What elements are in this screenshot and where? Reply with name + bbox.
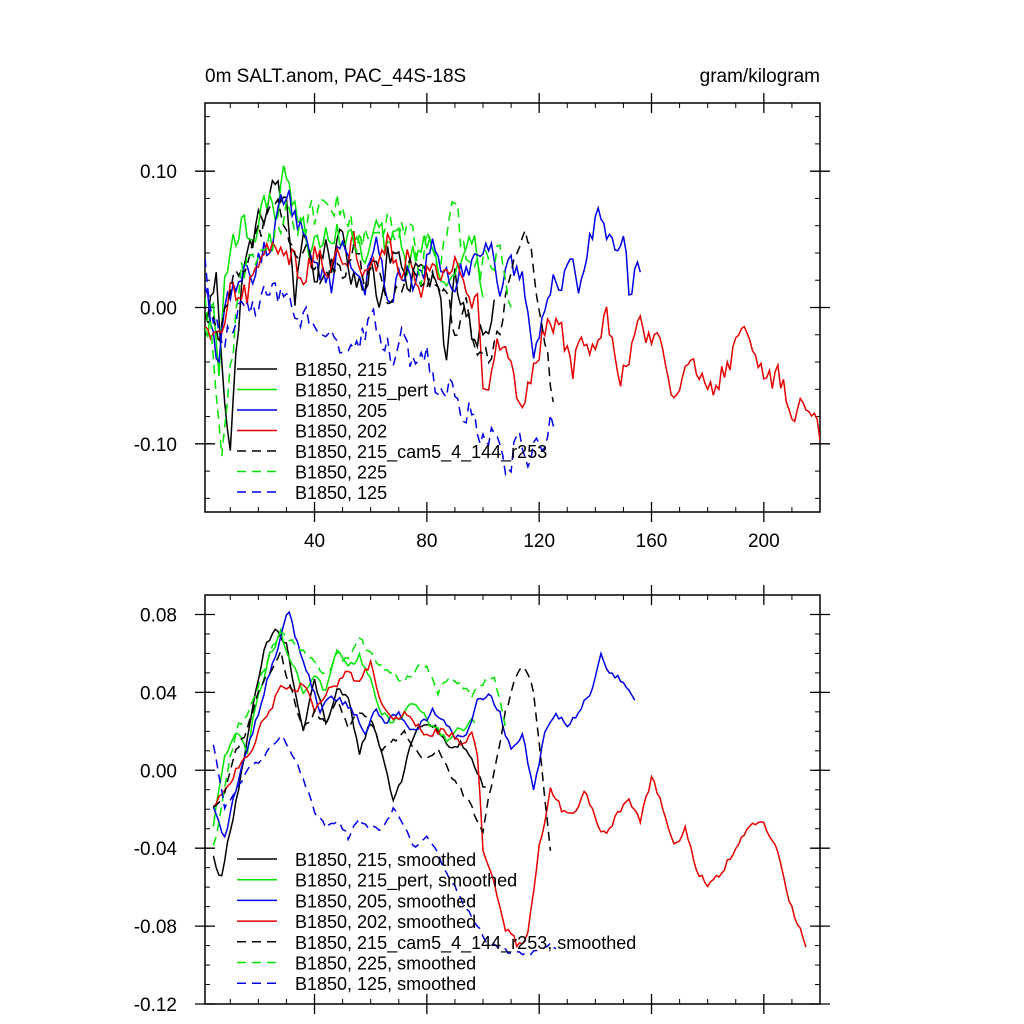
bottom-legend-label: B1850, 205, smoothed <box>295 891 476 911</box>
bottom-ytick-label-3: -0.04 <box>134 839 178 860</box>
bottom-legend-label: B1850, 215_pert, smoothed <box>295 871 517 892</box>
top-legend-label: B1850, 215 <box>295 360 387 380</box>
bottom-ytick-label-5: 0.04 <box>140 683 177 704</box>
bottom-ytick-label-6: 0.08 <box>140 605 177 626</box>
top-legend: B1850, 215 B1850, 215_pert B1850, 205 B1… <box>237 360 547 503</box>
top-panel-units: gram/kilogram <box>700 66 820 87</box>
bottom-series-line <box>212 658 807 949</box>
top-xtick-label-4: 160 <box>636 531 668 552</box>
bottom-series-line <box>212 610 636 839</box>
bottom-legend-label: B1850, 202, smoothed <box>295 912 476 932</box>
bottom-ytick-label-4: 0.00 <box>140 761 177 782</box>
top-series-line <box>205 194 512 457</box>
top-ytick-label-3: 0.10 <box>140 162 177 183</box>
bottom-plot-frame <box>204 594 821 1005</box>
top-axis-ticks <box>195 93 830 522</box>
top-xtick-label-5: 200 <box>748 531 780 552</box>
bottom-legend: B1850, 215, smoothed B1850, 215_pert, sm… <box>237 850 636 994</box>
top-ytick-label-2: 0.00 <box>140 299 177 320</box>
bottom-ytick-label-2: -0.08 <box>134 917 177 938</box>
top-xtick-label-1: 40 <box>304 531 325 552</box>
bottom-panel: -0.12 -0.08 -0.04 0.00 0.04 0.08 B1850, … <box>134 585 830 1016</box>
bottom-series-line <box>212 632 507 846</box>
top-legend-label: B1850, 205 <box>295 401 387 421</box>
bottom-axis-ticks <box>195 585 830 1014</box>
bottom-legend-label: B1850, 125, smoothed <box>295 974 476 994</box>
top-series-lines <box>205 165 820 477</box>
top-panel-title: 0m SALT.anom, PAC_44S-18S <box>205 66 466 87</box>
top-series-line <box>205 197 554 403</box>
bottom-legend-label: B1850, 215_cam5_4_144_r253, smoothed <box>295 933 636 954</box>
top-xtick-label-3: 120 <box>523 531 555 552</box>
top-xtick-label-2: 80 <box>416 531 437 552</box>
top-legend-label: B1850, 125 <box>295 483 387 503</box>
top-legend-label: B1850, 215_pert <box>295 381 428 402</box>
top-panel: 0m SALT.anom, PAC_44S-18S gram/kilogram … <box>134 66 830 552</box>
top-tick-labels: -0.10 0.00 0.10 40 80 120 160 200 <box>134 162 780 552</box>
top-series-line <box>205 230 820 441</box>
top-series-line <box>205 257 557 477</box>
bottom-series-lines <box>212 610 807 956</box>
bottom-series-line <box>212 648 552 851</box>
bottom-series-line <box>212 628 486 877</box>
bottom-legend-label: B1850, 225, smoothed <box>295 954 476 974</box>
bottom-legend-label: B1850, 215, smoothed <box>295 850 476 870</box>
top-legend-label: B1850, 202 <box>295 422 387 442</box>
bottom-ytick-label-1: -0.12 <box>134 995 177 1016</box>
top-ytick-label-1: -0.10 <box>134 435 177 456</box>
top-series-line <box>205 189 642 364</box>
top-legend-label: B1850, 215_cam5_4_144_r253 <box>295 442 547 463</box>
top-legend-label: B1850, 225 <box>295 463 387 483</box>
bottom-series-line <box>212 734 557 956</box>
bottom-tick-labels: -0.12 -0.08 -0.04 0.00 0.04 0.08 <box>134 605 178 1016</box>
top-series-line <box>205 178 495 451</box>
